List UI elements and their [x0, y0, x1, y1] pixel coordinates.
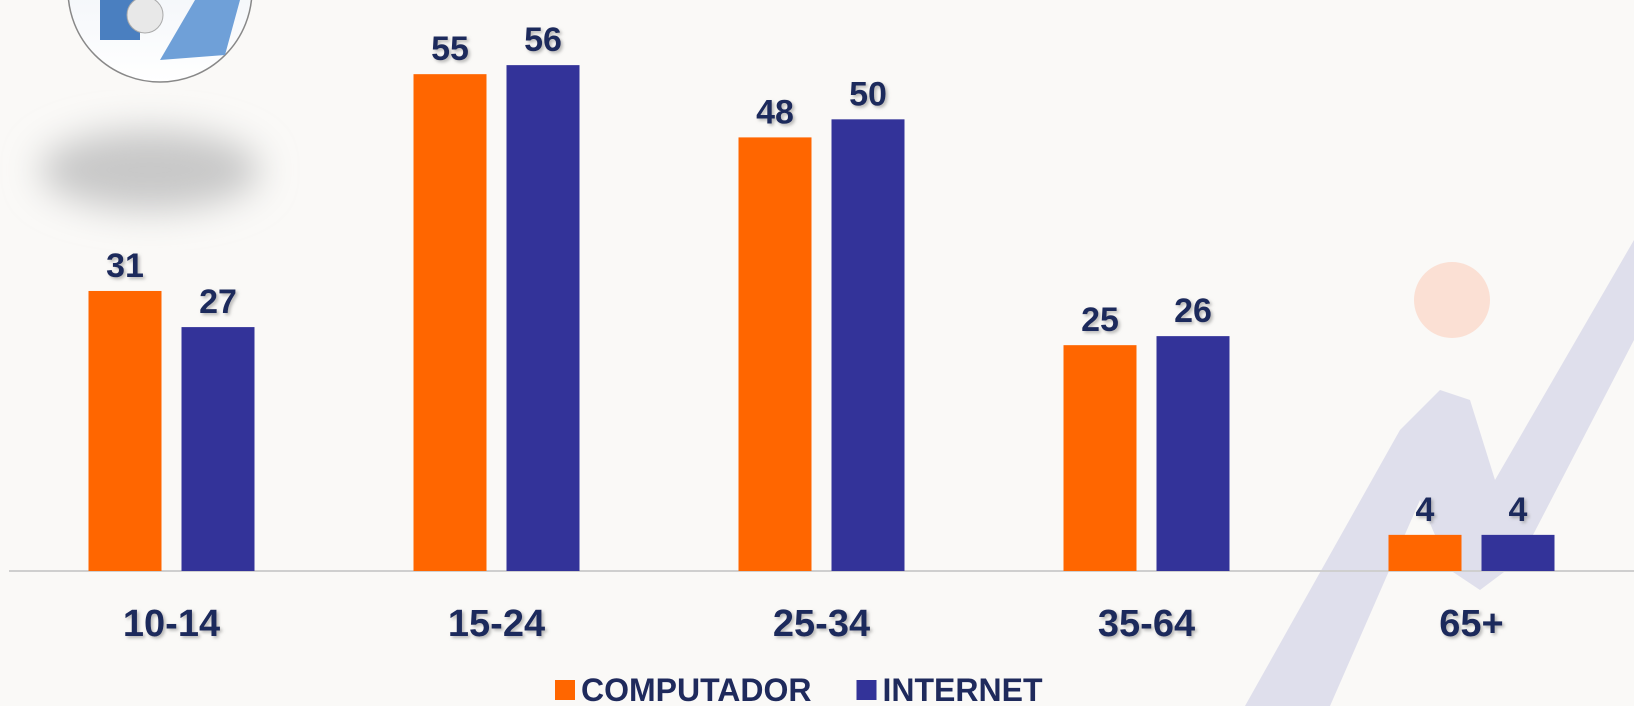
x-tick-label: 35-64	[1098, 603, 1195, 645]
bar	[831, 119, 905, 571]
value-label: 4	[1509, 491, 1528, 529]
legend-label: INTERNET	[883, 672, 1043, 706]
x-tick-label: 15-24	[448, 603, 545, 645]
x-tick-label: 65+	[1439, 603, 1503, 645]
value-label: 25	[1081, 301, 1119, 339]
value-label: 48	[756, 93, 794, 131]
legend-label: COMPUTADOR	[581, 672, 812, 706]
value-label: 55	[431, 30, 469, 68]
value-label: 26	[1174, 292, 1212, 330]
bar	[88, 290, 162, 571]
value-label: 56	[524, 21, 562, 59]
bar	[1156, 336, 1230, 571]
x-tick-label: 10-14	[123, 603, 220, 645]
bar	[1481, 534, 1555, 571]
value-label: 50	[849, 75, 887, 113]
legend-swatch	[856, 680, 877, 700]
bar	[738, 137, 812, 571]
bar	[413, 74, 487, 572]
value-label: 31	[106, 247, 144, 285]
legend-swatch	[555, 680, 575, 700]
bar	[1063, 345, 1137, 571]
value-label: 27	[199, 283, 237, 321]
bar	[506, 65, 580, 571]
value-label: 4	[1416, 491, 1435, 529]
bar	[1388, 534, 1462, 571]
bar	[181, 327, 255, 571]
decoration	[40, 0, 1634, 706]
x-tick-label: 25-34	[773, 603, 870, 645]
